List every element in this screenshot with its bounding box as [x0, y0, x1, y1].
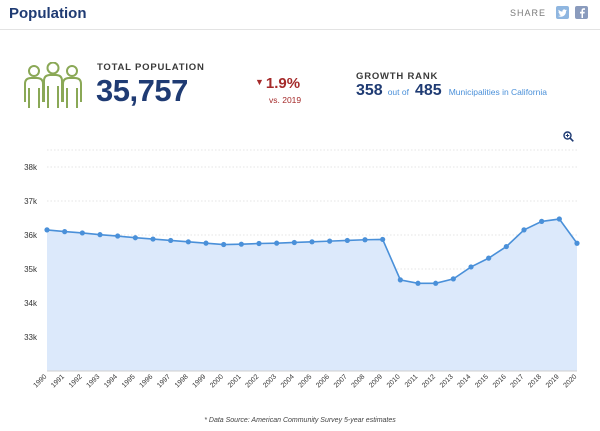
- total-population-label: TOTAL POPULATION: [97, 62, 205, 73]
- data-point[interactable]: [450, 276, 456, 282]
- data-point[interactable]: [574, 240, 580, 246]
- x-tick-label: 2014: [456, 373, 472, 389]
- data-point[interactable]: [486, 255, 492, 261]
- x-tick-label: 2011: [404, 373, 420, 389]
- x-tick-label: 2001: [227, 373, 243, 389]
- data-point[interactable]: [185, 239, 191, 245]
- x-tick-label: 2010: [386, 373, 402, 389]
- rank-scope-link[interactable]: Municipalities in California: [448, 87, 547, 97]
- rank-value: 358: [356, 82, 383, 99]
- population-area: [47, 219, 577, 371]
- data-point[interactable]: [556, 216, 562, 222]
- y-tick-label: 33k: [24, 333, 38, 342]
- data-point[interactable]: [433, 280, 439, 286]
- data-point[interactable]: [62, 229, 68, 235]
- x-tick-label: 1995: [121, 373, 137, 389]
- x-tick-label: 2018: [527, 373, 543, 389]
- data-point[interactable]: [79, 230, 85, 236]
- x-tick-label: 2007: [333, 373, 349, 389]
- data-point[interactable]: [97, 232, 103, 238]
- data-point[interactable]: [256, 240, 262, 247]
- x-tick-label: 2008: [350, 373, 366, 389]
- twitter-icon[interactable]: [556, 6, 569, 19]
- x-tick-label: 2015: [474, 373, 490, 389]
- x-tick-label: 2020: [562, 373, 578, 389]
- data-point[interactable]: [380, 236, 386, 243]
- data-point[interactable]: [168, 237, 174, 244]
- change-value: 1.9%: [265, 75, 301, 92]
- down-arrow-icon: ▼: [255, 77, 264, 87]
- x-tick-label: 2012: [421, 373, 437, 389]
- x-tick-label: 2004: [280, 373, 296, 389]
- rank-total: 485: [414, 82, 442, 99]
- x-tick-label: 2013: [439, 373, 455, 389]
- share-bar: SHARE: [510, 6, 588, 19]
- data-point[interactable]: [362, 237, 368, 243]
- data-point[interactable]: [539, 218, 545, 224]
- x-tick-label: 2005: [297, 373, 313, 389]
- x-tick-label: 1990: [32, 373, 48, 389]
- people-group-icon: [24, 62, 82, 108]
- x-tick-label: 1994: [103, 373, 119, 389]
- x-tick-label: 2009: [368, 373, 384, 389]
- share-label: SHARE: [509, 7, 546, 18]
- page-title: Population: [9, 5, 87, 22]
- x-tick-label: 2000: [209, 373, 225, 389]
- data-point[interactable]: [309, 239, 315, 245]
- x-tick-label: 1998: [174, 373, 190, 389]
- x-tick-label: 1999: [191, 373, 207, 389]
- data-point[interactable]: [44, 227, 50, 233]
- y-tick-label: 37k: [24, 197, 38, 206]
- data-point[interactable]: [203, 240, 209, 246]
- x-tick-label: 1997: [156, 373, 172, 389]
- widget-header: Population SHARE: [0, 0, 600, 30]
- data-point[interactable]: [397, 277, 403, 283]
- change-comparison: vs. 2019: [269, 95, 302, 105]
- x-tick-label: 2002: [244, 373, 260, 389]
- x-tick-label: 1991: [50, 373, 66, 389]
- data-point[interactable]: [132, 235, 138, 241]
- x-tick-label: 1993: [85, 373, 101, 389]
- facebook-icon[interactable]: [575, 6, 588, 19]
- population-change: ▼ 1.9%: [255, 75, 300, 93]
- growth-rank-label: GROWTH RANK: [356, 71, 439, 82]
- y-tick-label: 38k: [24, 163, 38, 172]
- data-point[interactable]: [503, 243, 509, 250]
- total-population-value: 35,757: [96, 73, 188, 108]
- zoom-in-icon[interactable]: [563, 131, 574, 142]
- y-tick-label: 35k: [24, 265, 38, 274]
- data-point[interactable]: [150, 236, 156, 242]
- x-tick-label: 2003: [262, 373, 278, 389]
- x-tick-label: 2016: [492, 373, 508, 389]
- x-tick-label: 2019: [545, 373, 561, 389]
- x-tick-label: 2006: [315, 373, 331, 389]
- y-tick-label: 34k: [24, 299, 38, 308]
- data-point[interactable]: [115, 233, 121, 239]
- x-tick-label: 1992: [68, 373, 84, 389]
- data-point[interactable]: [327, 238, 333, 244]
- data-point[interactable]: [521, 227, 527, 233]
- data-point[interactable]: [221, 241, 227, 248]
- growth-rank-row: 358 out of 485 Municipalities in Califor…: [356, 82, 547, 100]
- data-point[interactable]: [344, 237, 350, 244]
- data-point[interactable]: [238, 241, 244, 247]
- data-source-note: * Data Source: American Community Survey…: [204, 417, 396, 424]
- data-point[interactable]: [274, 240, 280, 246]
- x-tick-label: 1996: [138, 373, 154, 389]
- data-point[interactable]: [291, 239, 297, 246]
- data-point[interactable]: [415, 280, 421, 286]
- x-tick-label: 2017: [509, 373, 525, 389]
- data-point[interactable]: [468, 264, 474, 270]
- y-tick-label: 36k: [24, 231, 38, 240]
- rank-out-of: out of: [387, 87, 409, 97]
